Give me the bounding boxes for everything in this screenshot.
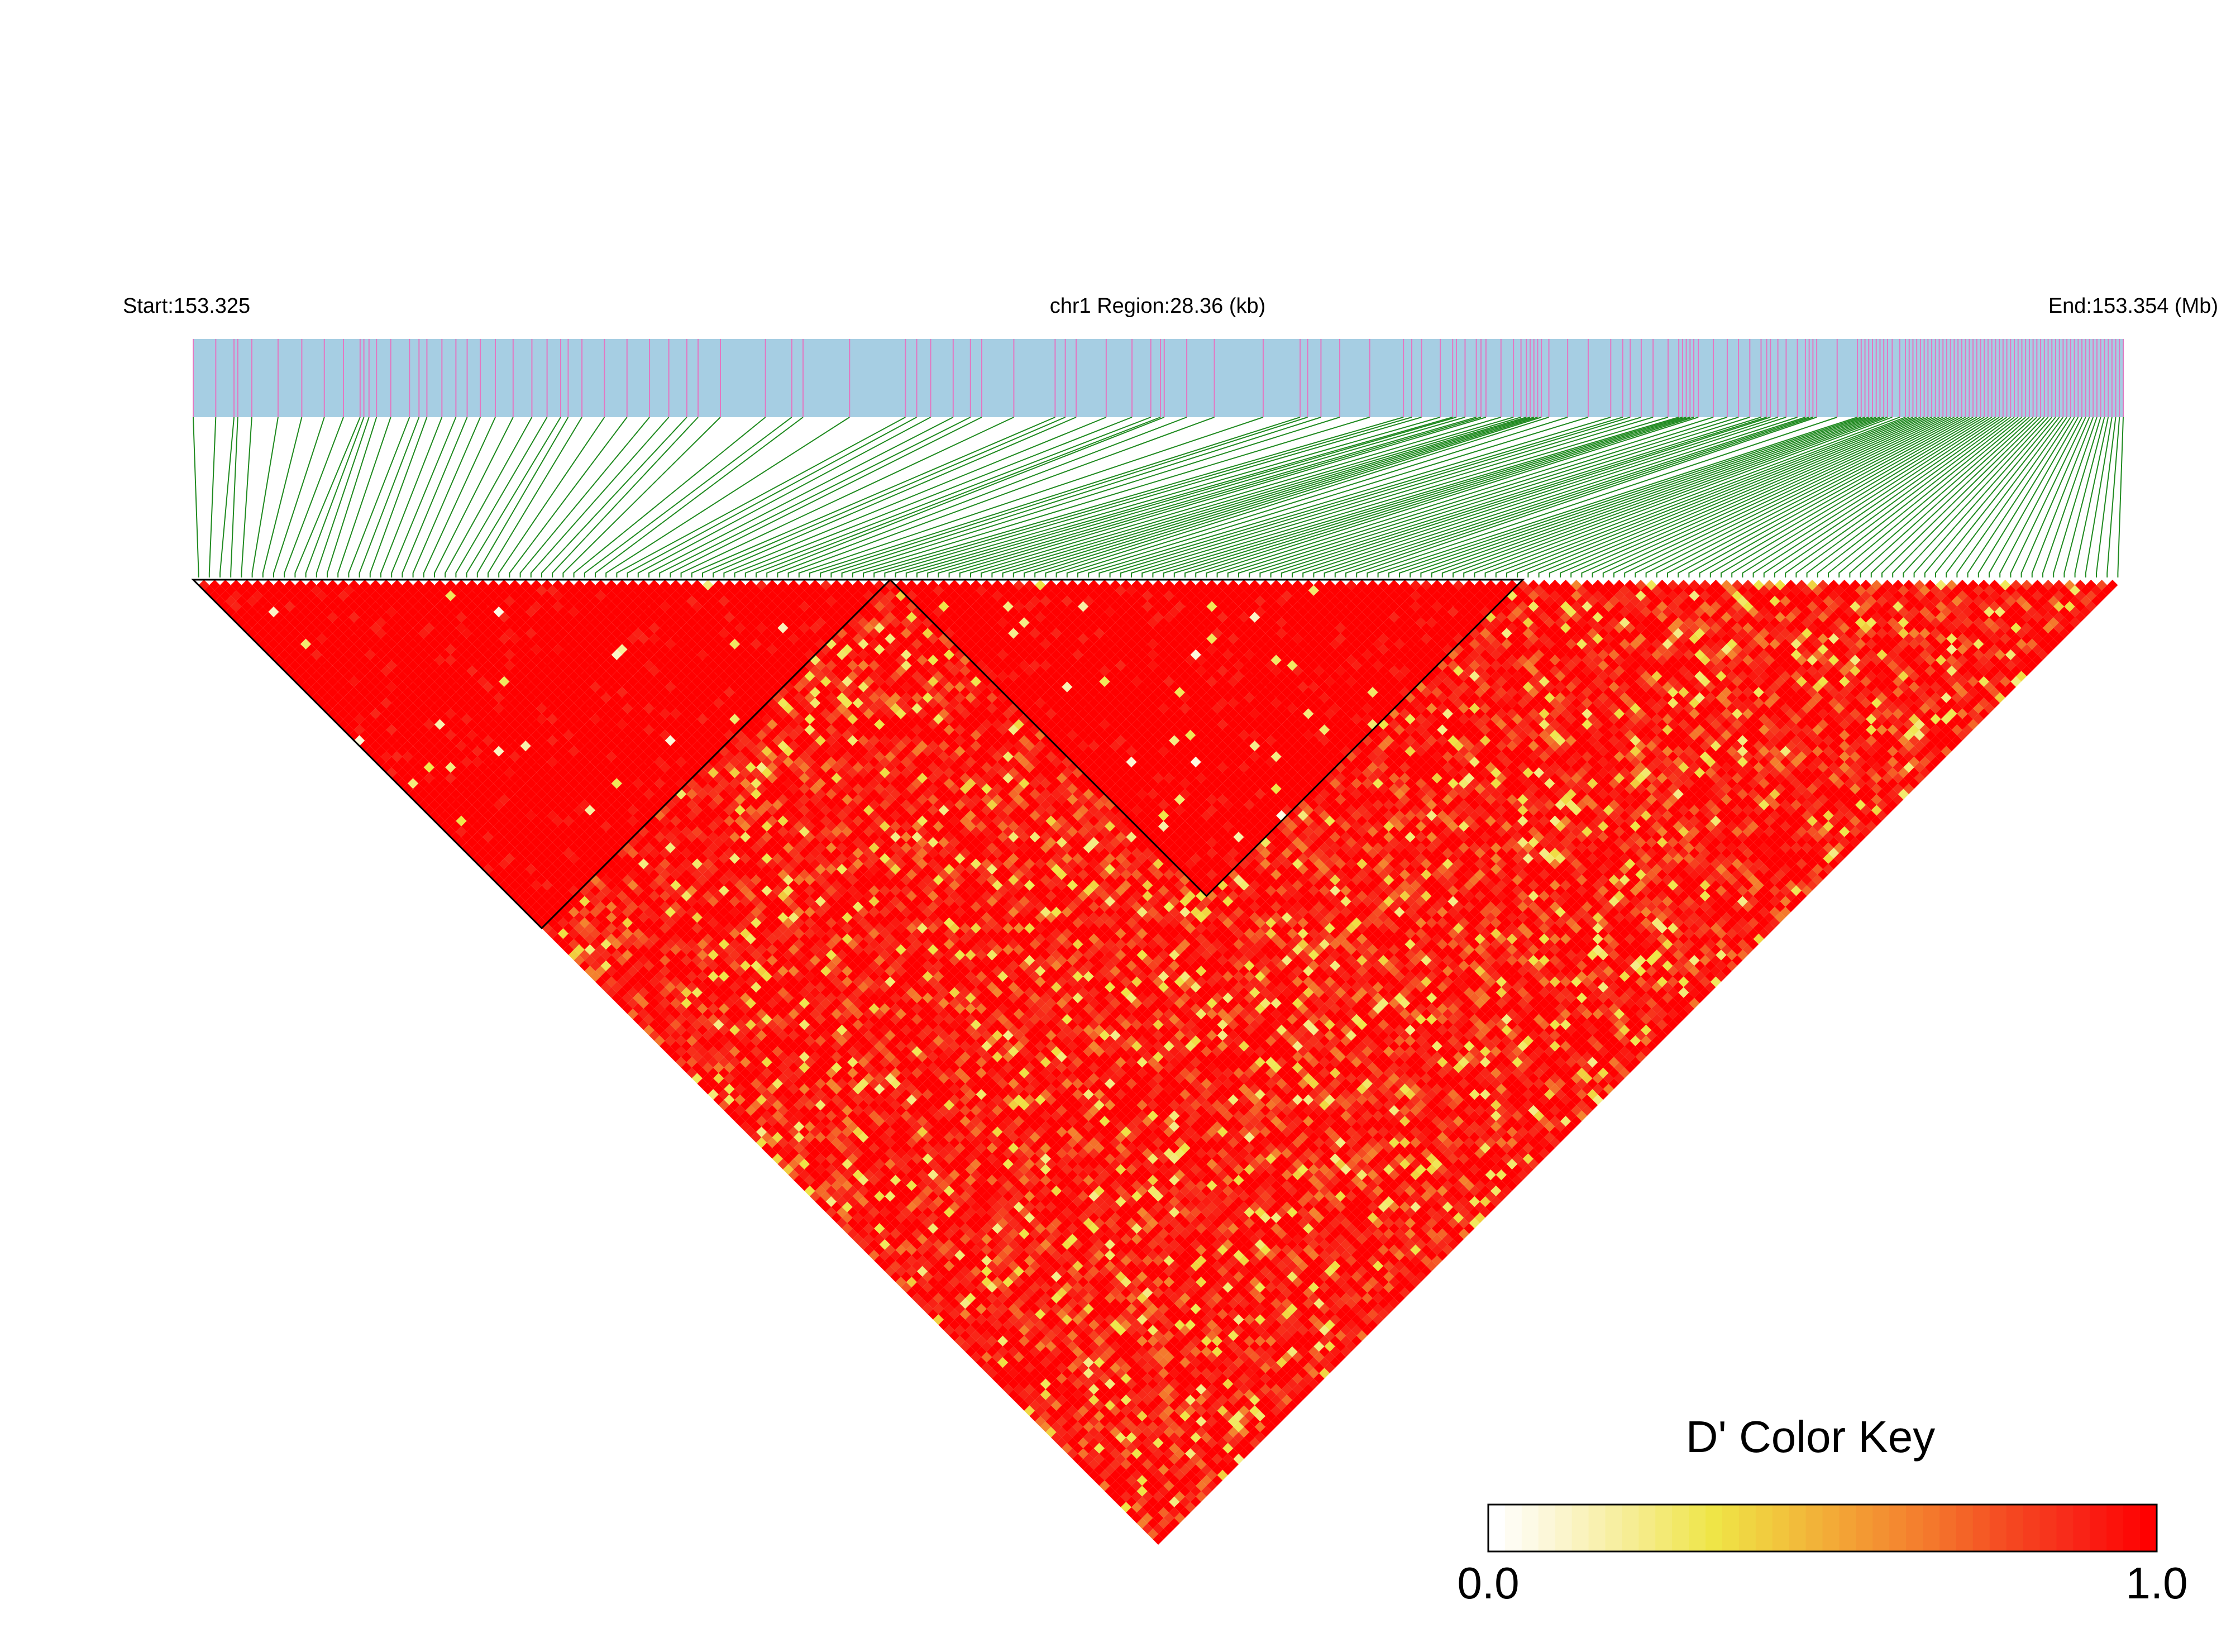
snp-connector xyxy=(692,417,1055,577)
snp-connector xyxy=(424,417,495,577)
snp-connector xyxy=(241,417,251,577)
snp-connector xyxy=(531,417,669,577)
snp-connector xyxy=(542,417,687,577)
region-label: chr1 Region:28.36 (kb) xyxy=(1050,294,1266,318)
snp-connector xyxy=(348,417,409,577)
start-label: Start:153.325 xyxy=(123,294,250,318)
chart-header: Start:153.325 chr1 Region:28.36 (kb) End… xyxy=(123,294,2218,318)
snp-connector xyxy=(2107,417,2119,577)
snp-position-track xyxy=(193,339,2123,417)
snp-connector xyxy=(2053,417,2100,577)
snp-connector xyxy=(193,417,199,577)
snp-connector xyxy=(789,417,1215,577)
snp-connector xyxy=(520,417,649,577)
end-label: End:153.354 (Mb) xyxy=(2048,294,2218,318)
snp-connector xyxy=(1732,417,1988,577)
snp-connector xyxy=(606,417,849,577)
snp-connector xyxy=(649,417,953,577)
snp-connector xyxy=(263,417,302,577)
snp-connector xyxy=(552,417,698,577)
snp-connector xyxy=(509,417,627,577)
snp-connector xyxy=(252,417,278,577)
snp-connector xyxy=(338,417,390,577)
snp-connector xyxy=(670,417,982,577)
snp-connector-lines xyxy=(193,417,2123,577)
snp-connector xyxy=(467,417,561,577)
snp-connector xyxy=(2010,417,2085,577)
snp-connector xyxy=(477,417,569,577)
snp-connector xyxy=(317,417,369,577)
snp-connector xyxy=(402,417,467,577)
position-track-bar xyxy=(193,339,2123,417)
snp-connector xyxy=(209,417,216,577)
snp-connector xyxy=(660,417,971,577)
snp-connector xyxy=(488,417,582,577)
ld-triangle-heatmap xyxy=(199,580,2118,1545)
snp-connector xyxy=(295,417,360,577)
snp-connector xyxy=(1711,417,1981,577)
snp-connector xyxy=(2075,417,2109,577)
snp-connector xyxy=(499,417,604,577)
snp-connector xyxy=(617,417,905,577)
snp-connector xyxy=(2118,417,2123,577)
